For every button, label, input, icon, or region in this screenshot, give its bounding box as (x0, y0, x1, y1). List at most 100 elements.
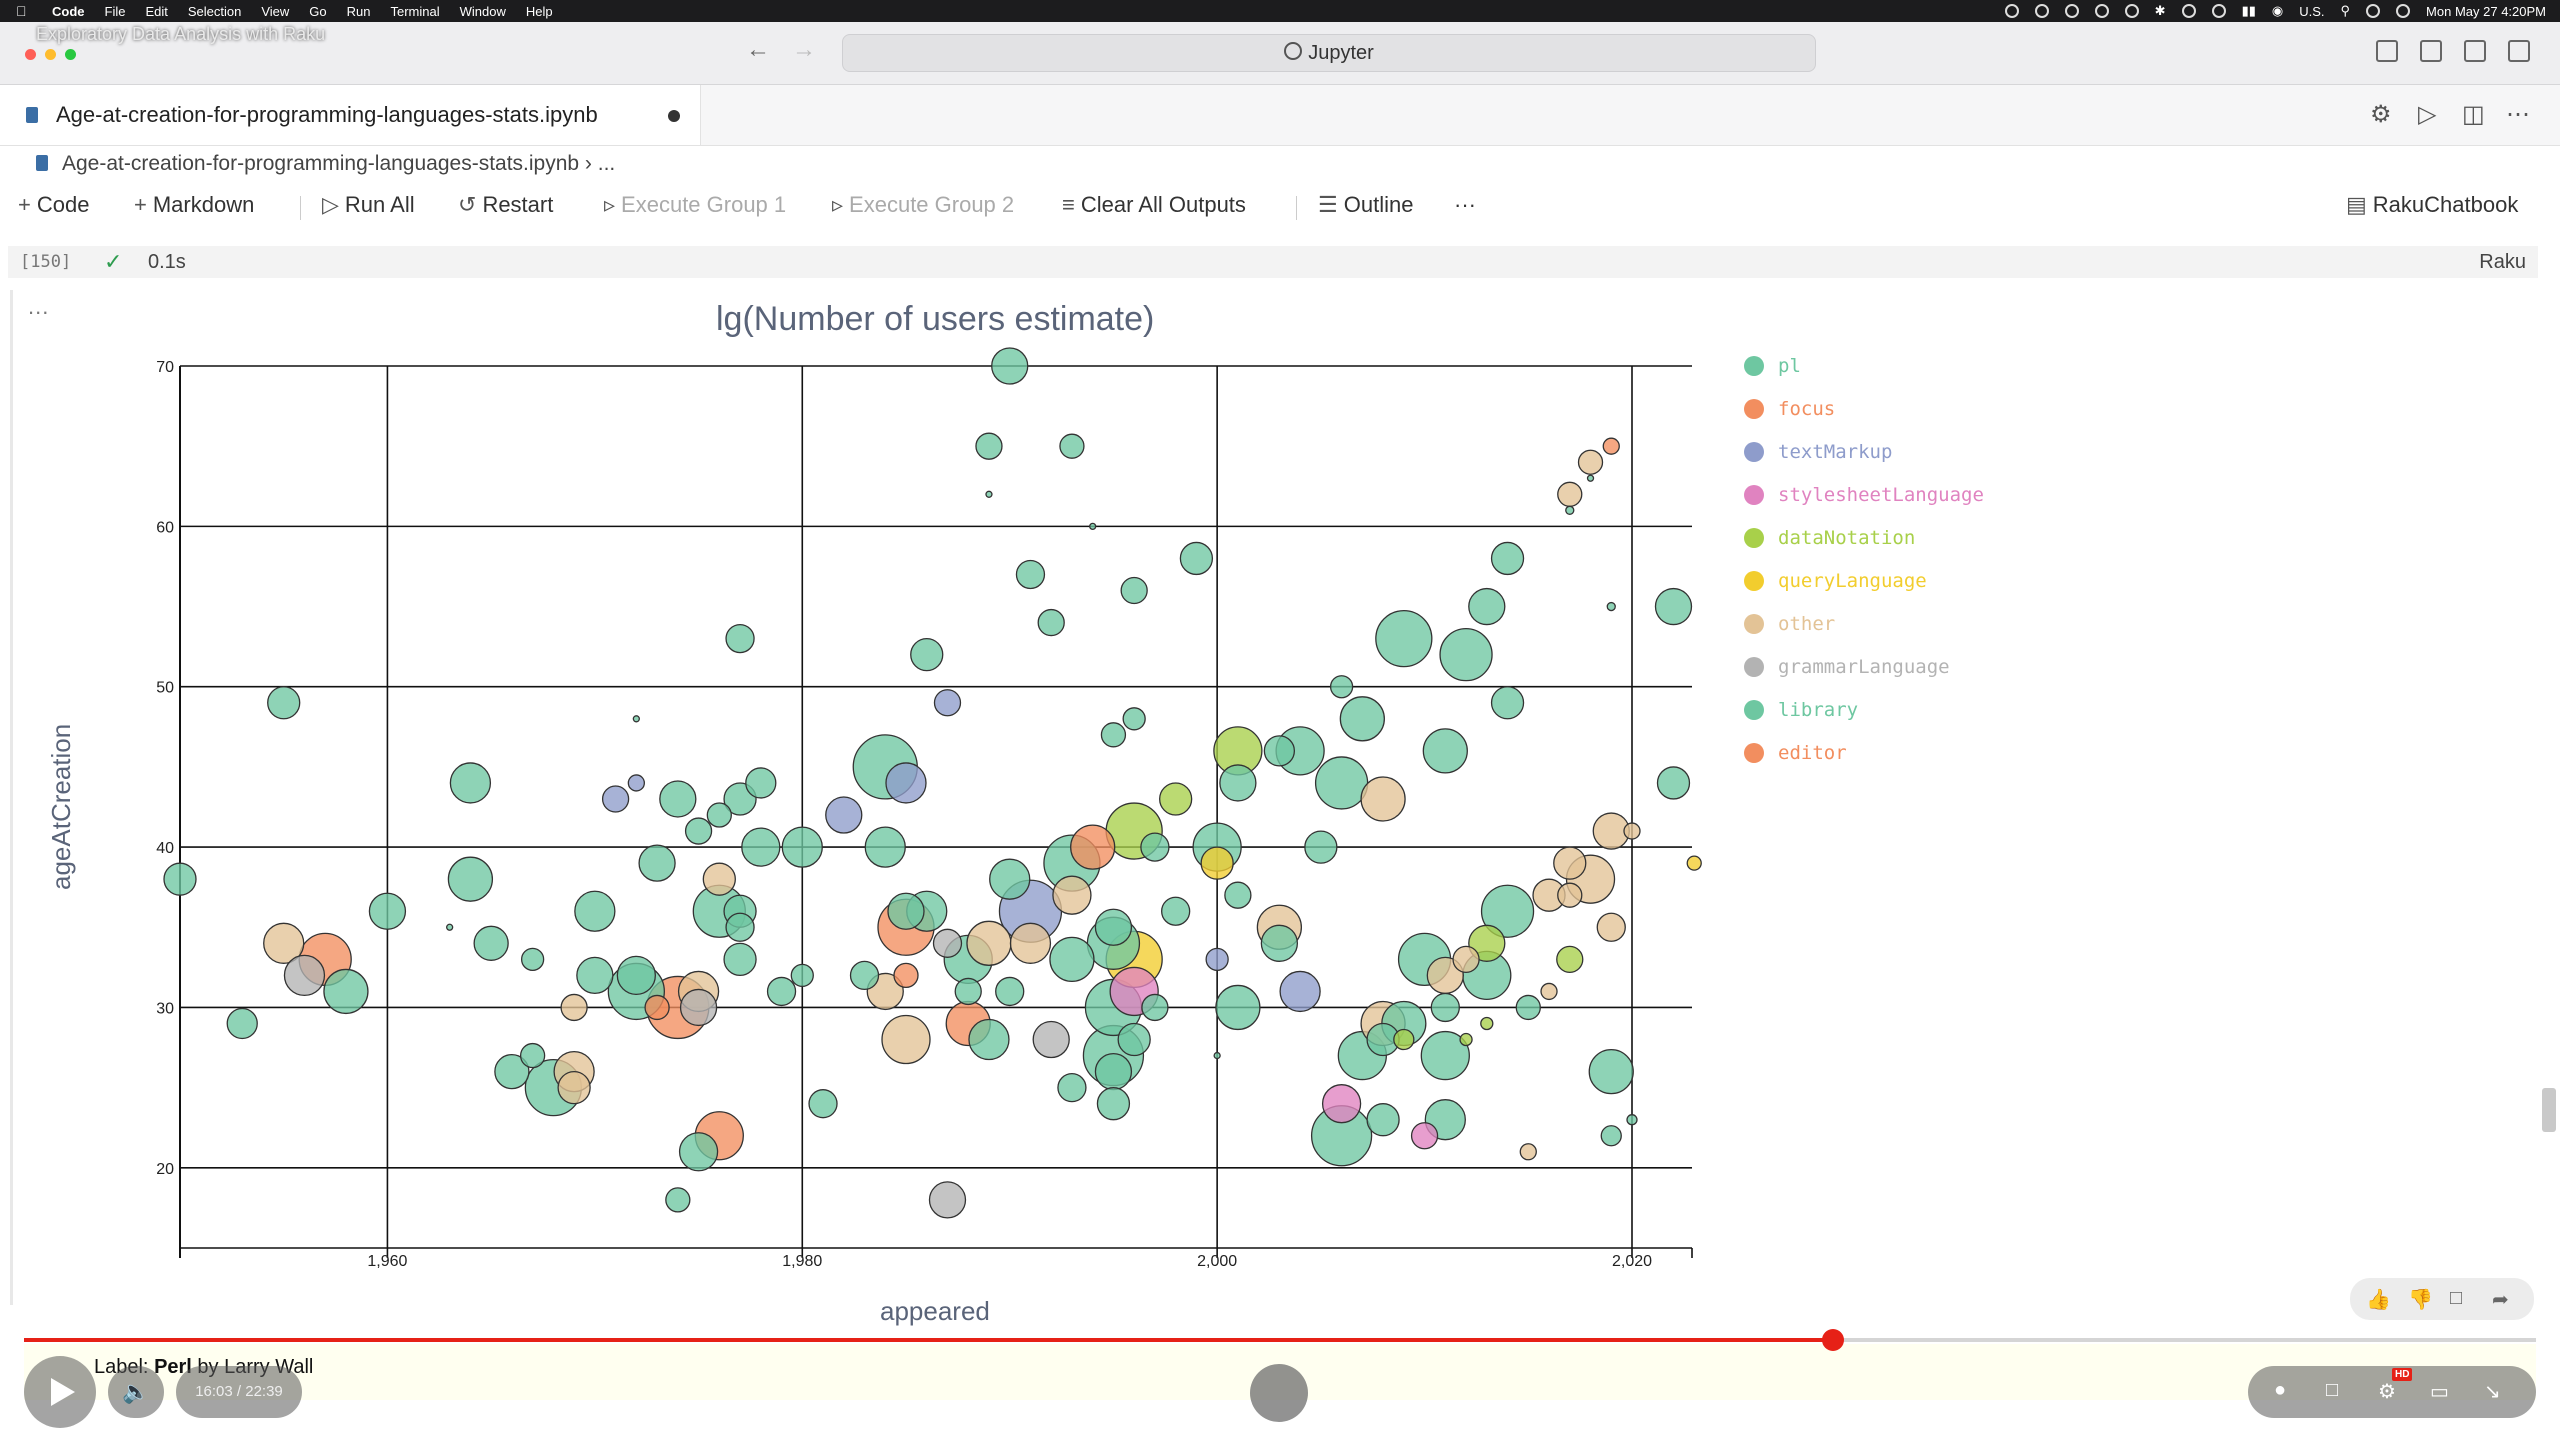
legend-item-editor[interactable]: editor (1744, 738, 1847, 768)
exit-fullscreen-icon[interactable]: ↘ (2484, 1381, 2501, 1403)
menu-window[interactable]: Window (459, 3, 506, 19)
breadcrumb-more[interactable]: ... (597, 152, 616, 175)
menu-file[interactable]: File (104, 3, 126, 19)
y-tick-label: 60 (156, 519, 174, 536)
focus-icon[interactable] (2181, 4, 2196, 18)
bubble-pl (989, 858, 1031, 900)
customize-layout-icon[interactable] (2508, 40, 2530, 62)
notebook-tab[interactable]: Age-at-creation-for-programming-language… (0, 85, 701, 145)
kernel-selector[interactable]: ▤ RakuChatbook (2346, 192, 2519, 217)
y-tick-label: 30 (156, 1000, 174, 1017)
cell-language[interactable]: Raku (2479, 251, 2526, 273)
bubble-pl (1565, 505, 1575, 515)
volume-icon[interactable]: 🔈 (108, 1366, 164, 1418)
menu-app[interactable]: Code (52, 3, 85, 19)
forward-arrow-icon[interactable]: → (792, 36, 816, 63)
legend-item-queryLanguage[interactable]: queryLanguage (1744, 566, 1927, 596)
bubble-focus (893, 962, 919, 989)
bubble-pl (576, 956, 614, 995)
toggle-panel-icon[interactable] (2420, 40, 2442, 62)
menu-terminal[interactable]: Terminal (390, 3, 440, 19)
clock[interactable]: Mon May 27 4:20PM (2426, 3, 2546, 19)
menu-help[interactable]: Help (525, 3, 553, 19)
video-progress-knob[interactable] (1821, 1329, 1844, 1351)
legend-item-library[interactable]: library (1744, 695, 1858, 725)
headphones-icon[interactable] (2064, 4, 2079, 18)
kernel-icon: ▤ (2346, 192, 2367, 217)
bubble-pl (954, 977, 982, 1006)
run-icon[interactable]: ▷ (2418, 101, 2437, 128)
thumbs-down-icon[interactable]: 👎 (2408, 1289, 2433, 1311)
execute-group-1-button[interactable]: ▹ Execute Group 1 (604, 192, 787, 217)
execute-group-2-button[interactable]: ▹ Execute Group 2 (832, 192, 1015, 217)
bubble-grammarLanguage (932, 928, 963, 958)
layers-icon[interactable] (2034, 4, 2049, 18)
settings-gear-icon[interactable]: ⚙ (2378, 1381, 2396, 1403)
siri-icon[interactable] (2396, 4, 2411, 18)
menu-selection[interactable]: Selection (187, 3, 242, 19)
legend-item-focus[interactable]: focus (1744, 394, 1835, 424)
legend-item-grammarLanguage[interactable]: grammarLanguage (1744, 652, 1950, 682)
add-markdown-cell-button[interactable]: + Markdown (134, 192, 255, 217)
toolbar-more-button[interactable]: ··· (1454, 192, 1476, 217)
gear-icon[interactable]: ⚙ (2370, 101, 2392, 128)
wifi-icon[interactable]: ◉ (2271, 3, 2284, 18)
clear-all-outputs-button[interactable]: ≡ Clear All Outputs (1062, 192, 1246, 217)
unsaved-dot-icon[interactable] (668, 110, 680, 122)
bubble-other (1553, 846, 1587, 880)
outline-button[interactable]: ☰ Outline (1318, 192, 1414, 217)
more-actions-icon[interactable]: ⋯ (2506, 101, 2530, 128)
toggle-secondary-sidebar-icon[interactable] (2464, 40, 2486, 62)
breadcrumb-file[interactable]: Age-at-creation-for-programming-language… (62, 152, 580, 175)
play-button[interactable] (24, 1356, 96, 1428)
miniplayer-icon[interactable]: ▭ (2430, 1381, 2449, 1403)
zoom-window-button[interactable] (65, 49, 76, 60)
bubble-pl (723, 942, 757, 976)
output-more-button[interactable]: ... (28, 294, 50, 319)
bubble-pl (449, 762, 492, 804)
menu-run[interactable]: Run (346, 3, 371, 19)
play-icon[interactable] (2094, 4, 2109, 18)
bubble-pl (1468, 587, 1506, 626)
editor-scrollbar[interactable] (2542, 1088, 2556, 1132)
back-arrow-icon[interactable]: ← (746, 36, 770, 63)
input-source[interactable]: U.S. (2299, 3, 2325, 19)
bubble-pl (1420, 1030, 1470, 1081)
minimize-window-button[interactable] (45, 49, 56, 60)
record-icon[interactable] (2004, 4, 2019, 18)
battery-icon[interactable]: ▮▮ (2241, 3, 2256, 18)
bubble-pl (781, 826, 823, 868)
bubble-pl (1490, 686, 1525, 720)
spotlight-icon[interactable]: ⚲ (2340, 3, 2351, 18)
run-all-button[interactable]: ▷ Run All (322, 192, 415, 217)
legend-item-pl[interactable]: pl (1744, 351, 1801, 381)
command-center-search[interactable]: Jupyter (842, 34, 1816, 72)
bubble-dataNotation (1459, 1032, 1473, 1047)
legend-item-dataNotation[interactable]: dataNotation (1744, 523, 1915, 553)
menu-edit[interactable]: Edit (145, 3, 168, 19)
split-editor-icon[interactable]: ◫ (2462, 101, 2485, 128)
close-window-button[interactable] (25, 49, 36, 60)
control-center-icon[interactable] (2366, 4, 2381, 18)
comment-icon[interactable]: □ (2450, 1287, 2463, 1309)
time-machine-icon[interactable] (2124, 4, 2139, 18)
plus-icon: + (18, 192, 31, 217)
bubble-pl (766, 976, 797, 1007)
apple-icon[interactable]:  (16, 3, 34, 19)
autoplay-toggle-icon[interactable]: ● (2274, 1379, 2287, 1401)
legend-item-textMarkup[interactable]: textMarkup (1744, 437, 1892, 467)
bubble-pl (473, 925, 509, 961)
menu-view[interactable]: View (261, 3, 290, 19)
menu-go[interactable]: Go (309, 3, 327, 19)
legend-swatch (1744, 356, 1764, 376)
legend-item-other[interactable]: other (1744, 609, 1835, 639)
user-icon[interactable] (2211, 4, 2226, 18)
add-code-cell-button[interactable]: + Code (18, 192, 90, 217)
captions-icon[interactable]: □ (2326, 1379, 2339, 1401)
bluetooth-icon[interactable]: ✱ (2154, 3, 2166, 18)
toggle-primary-sidebar-icon[interactable] (2376, 40, 2398, 62)
restart-button[interactable]: ↺ Restart (458, 192, 554, 217)
share-icon[interactable]: ➦ (2492, 1289, 2509, 1311)
thumbs-up-icon[interactable]: 👍 (2366, 1289, 2391, 1311)
legend-item-stylesheetLanguage[interactable]: stylesheetLanguage (1744, 480, 1984, 510)
